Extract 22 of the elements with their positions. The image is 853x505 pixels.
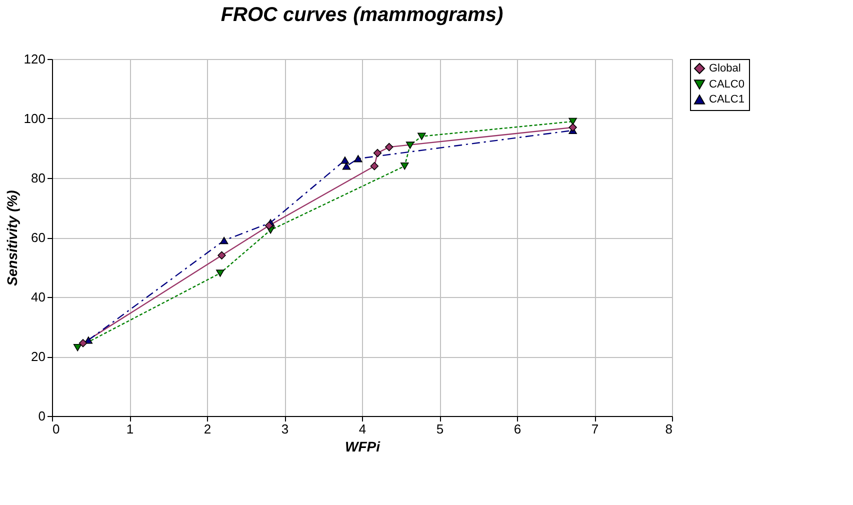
x-tick-label: 6 [514,422,522,436]
y-tick-label: 20 [31,349,46,364]
y-tick-label: 100 [24,111,46,126]
legend-label: CALC0 [709,78,744,90]
x-tick-label: 4 [358,422,366,436]
x-tick-label: 7 [591,422,599,436]
y-tick-label: 60 [31,230,46,245]
x-tick-label: 2 [204,422,212,436]
x-tick-label: 1 [126,422,134,436]
y-tick-label: 80 [31,170,46,186]
x-tick-label: 8 [665,422,672,436]
x-axis-title: WFPi [345,438,382,454]
x-tick-label: 5 [436,422,444,436]
legend-label: Global [709,62,741,74]
legend-label: CALC1 [709,94,744,106]
y-tick-label: 120 [24,52,46,66]
y-tick-label: 40 [31,290,46,304]
y-tick-label: 0 [38,408,46,424]
y-axis-title: Sensitivity (%) [4,190,20,286]
chart-title: FROC curves (mammograms) [220,4,504,26]
x-tick-label: 0 [52,422,60,436]
x-tick-label: 3 [281,422,289,436]
